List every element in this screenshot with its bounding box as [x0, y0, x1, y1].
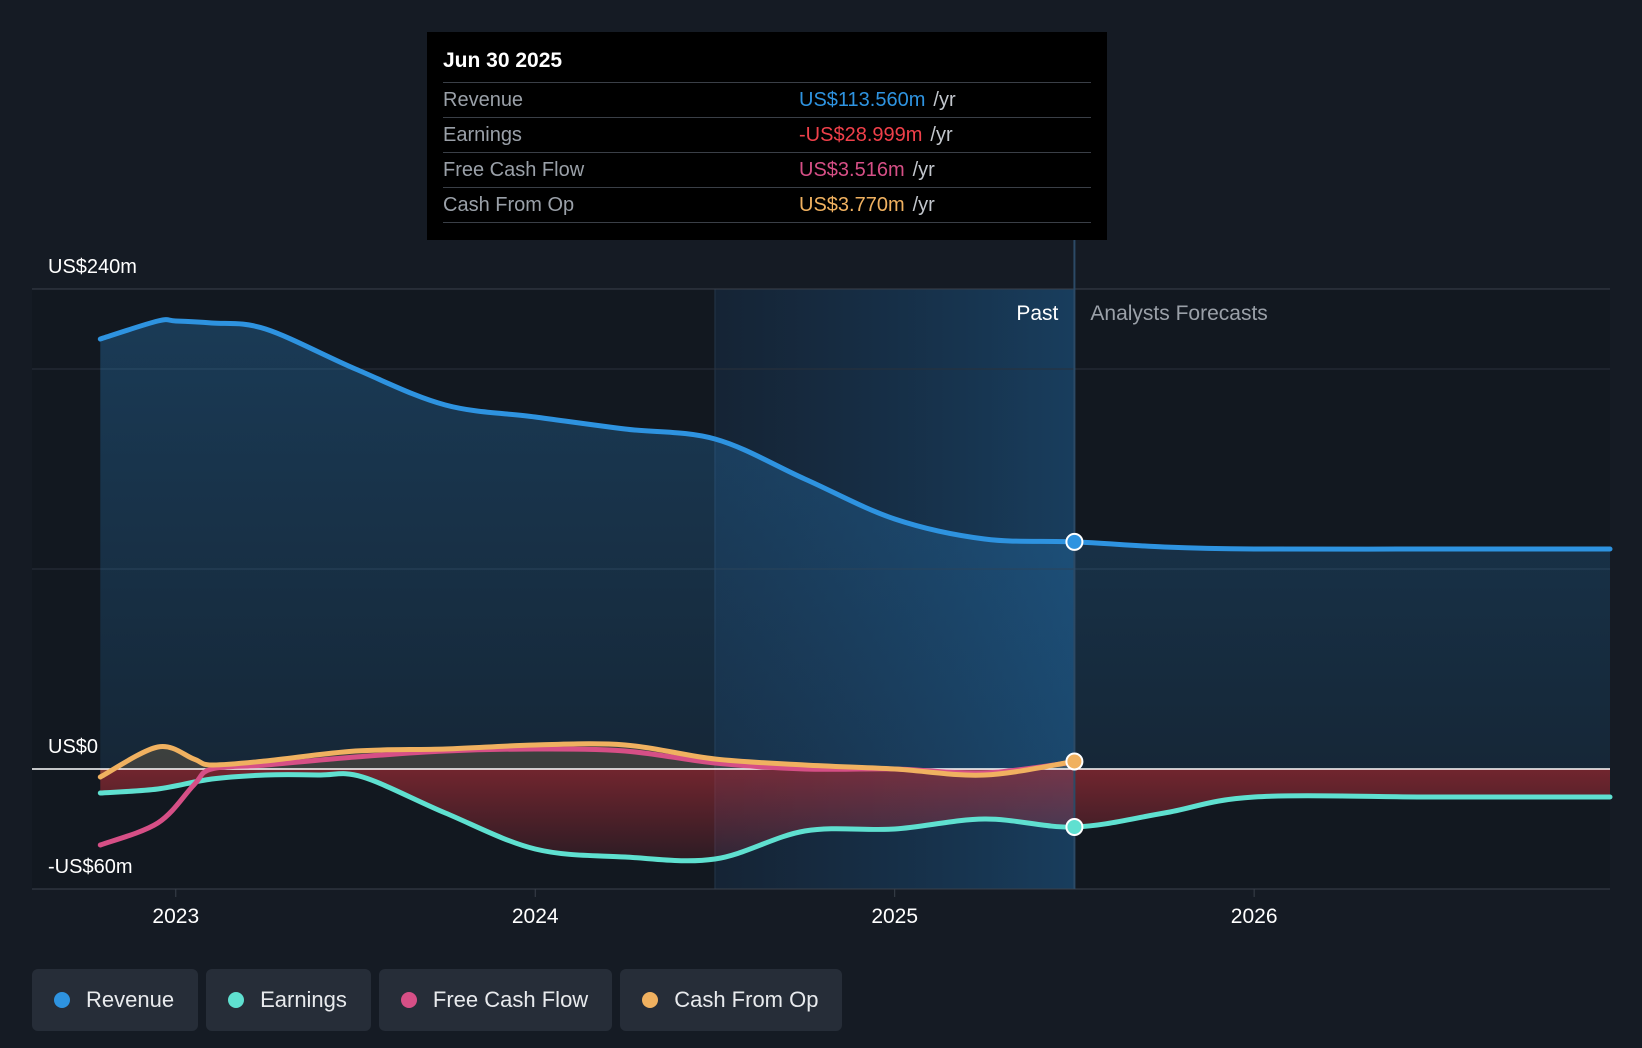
legend-item-cash-from-op[interactable]: Cash From Op — [620, 969, 843, 1031]
tooltip-row-free-cash-flow: Free Cash Flow US$3.516m /yr — [443, 152, 1091, 187]
x-tick-label: 2026 — [1231, 905, 1278, 928]
legend-dot-icon — [54, 992, 70, 1008]
revenue-area — [100, 319, 1610, 769]
y-tick-label: -US$60m — [48, 856, 132, 878]
tooltip-unit: /yr — [930, 123, 953, 146]
tooltip-unit: /yr — [912, 158, 935, 181]
x-tick-label: 2024 — [512, 905, 559, 928]
revenue-marker — [1065, 532, 1084, 551]
legend-dot-icon — [400, 992, 417, 1008]
data-tooltip: Jun 30 2025 Revenue US$113.560m /yr Earn… — [427, 32, 1107, 240]
tooltip-label: Cash From Op — [443, 193, 575, 216]
x-tick-label: 2023 — [152, 905, 199, 928]
cash-from-op-marker — [1065, 752, 1084, 771]
earnings-marker — [1065, 818, 1084, 836]
tooltip-unit: /yr — [933, 88, 956, 111]
y-tick-label: US$240m — [48, 256, 137, 278]
legend: Revenue Earnings Free Cash Flow Cash Fro… — [32, 969, 843, 1031]
tooltip-label: Earnings — [443, 123, 522, 146]
forecast-label: Analysts Forecasts — [1090, 302, 1267, 325]
earnings-area — [100, 769, 1610, 861]
revenue-line — [97, 317, 1613, 552]
cash-from-op-line — [97, 741, 1077, 780]
legend-label: Free Cash Flow — [432, 987, 589, 1012]
tooltip-value: US$3.516m — [799, 158, 905, 181]
plot-area: US$240m US$0 -US$60m 2023 2024 2025 2026 Past An… — [32, 240, 1613, 928]
tooltip-value: US$113.560m — [799, 88, 926, 111]
tooltip-value: -US$28.999m — [799, 123, 923, 146]
past-label: Past — [1016, 302, 1058, 325]
legend-item-free-cash-flow[interactable]: Free Cash Flow — [378, 969, 613, 1031]
tooltip-date: Jun 30 2025 — [443, 49, 563, 72]
legend-dot-icon — [228, 992, 245, 1008]
legend-item-earnings[interactable]: Earnings — [206, 969, 371, 1031]
legend-label: Earnings — [260, 987, 347, 1012]
legend-dot-icon — [642, 992, 659, 1008]
tooltip-row-revenue: Revenue US$113.560m /yr — [443, 82, 1091, 117]
tooltip-row-earnings: Earnings -US$28.999m /yr — [443, 117, 1091, 152]
x-tick-label: 2025 — [871, 905, 918, 928]
earnings-line — [97, 771, 1613, 864]
tooltip-row-cash-from-op: Cash From Op US$3.770m /yr — [443, 187, 1091, 223]
tooltip-label: Free Cash Flow — [443, 158, 585, 181]
legend-item-revenue[interactable]: Revenue — [32, 969, 199, 1031]
legend-label: Revenue — [86, 987, 175, 1012]
y-tick-label: US$0 — [48, 736, 98, 758]
tooltip-value: US$3.770m — [799, 193, 905, 216]
tooltip-unit: /yr — [912, 193, 935, 216]
legend-label: Cash From Op — [674, 987, 819, 1012]
tooltip-label: Revenue — [443, 88, 524, 111]
